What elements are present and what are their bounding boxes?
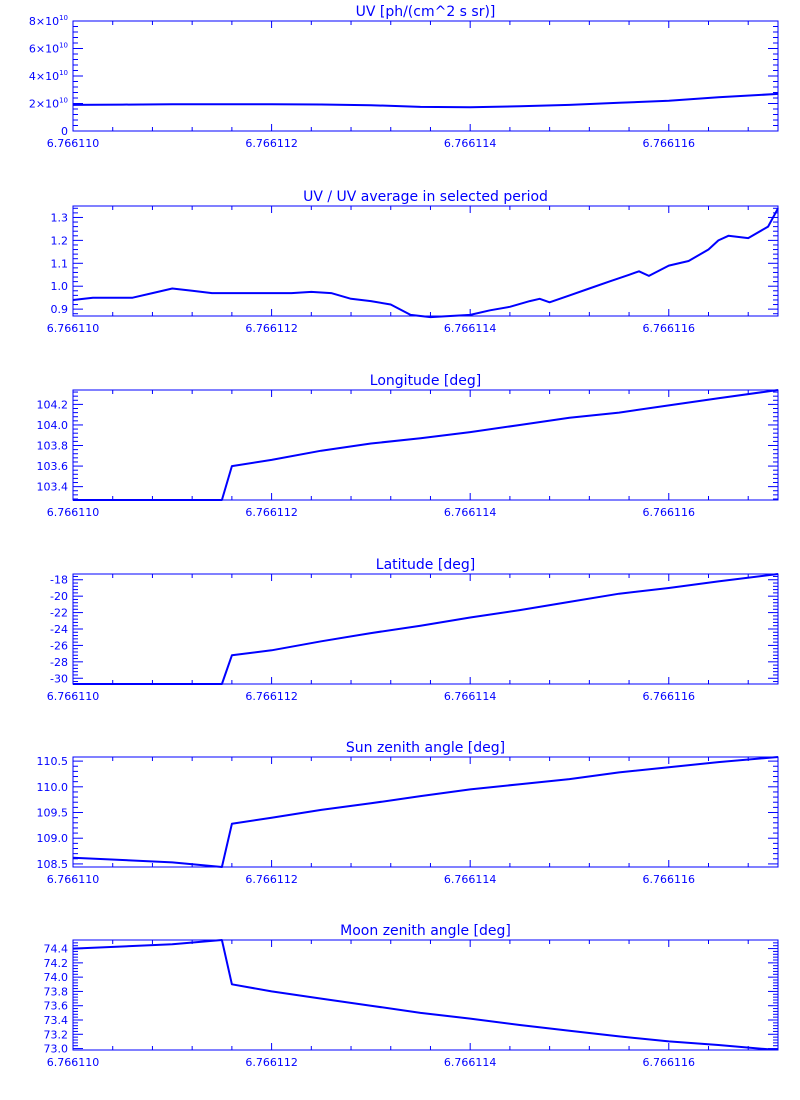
y-tick-label: 104.2 (37, 398, 69, 411)
y-tick-label: 73.8 (44, 985, 69, 998)
chart-panel-6: Moon zenith angle [deg] 6.766110 6.766112 6… (44, 923, 779, 1069)
chart-title: UV / UV average in selected period (303, 189, 548, 205)
y-tick-label: 103.4 (37, 481, 69, 494)
y-tick-label: -22 (50, 607, 68, 620)
y-tick-label: -18 (50, 574, 68, 587)
x-tick-label: 6.766110 (47, 137, 100, 150)
y-tick-exponent: 10 (59, 69, 68, 77)
x-tick-label: 6.766112 (245, 873, 298, 886)
y-tick-label: 110.5 (37, 755, 69, 768)
y-tick-label: 1.0 (51, 280, 69, 293)
y-tick-label: -28 (50, 656, 68, 669)
x-tick-label: 6.766112 (245, 137, 298, 150)
y-tick-label: 0 (61, 125, 68, 138)
y-tick-label: 109.0 (37, 832, 69, 845)
y-tick-label: 108.5 (37, 858, 69, 871)
plot-frame (72, 756, 779, 868)
plot-frame (72, 20, 779, 132)
y-tick-label: 74.2 (44, 957, 69, 970)
chart-panel-3: Longitude [deg] 6.766110 6.766112 6.766114 6… (37, 373, 779, 519)
series-line (72, 207, 779, 319)
chart-title: Moon zenith angle [deg] (340, 923, 511, 939)
series-line (72, 92, 779, 109)
series-line (72, 756, 779, 868)
x-tick-label: 6.766114 (444, 690, 497, 703)
x-tick-label: 6.766116 (643, 506, 696, 519)
y-tick-label: 103.8 (37, 440, 69, 453)
x-tick-label: 6.766110 (47, 506, 100, 519)
y-tick-label: 73.2 (44, 1028, 69, 1041)
chart-panel-2: UV / UV average in selected period 6.7661… (47, 189, 779, 335)
x-tick-label: 6.766114 (444, 137, 497, 150)
y-tick-label: 103.6 (37, 460, 69, 473)
x-tick-label: 6.766110 (47, 322, 100, 335)
y-tick-label: 73.4 (44, 1014, 69, 1027)
chart-title: Sun zenith angle [deg] (346, 740, 505, 756)
y-tick-label: 8×1010 (29, 14, 68, 28)
y-tick-label: 1.3 (51, 211, 69, 224)
plot-frame (72, 205, 779, 317)
x-tick-label: 6.766116 (643, 690, 696, 703)
x-tick-label: 6.766112 (245, 1056, 298, 1069)
y-tick-label: 109.5 (37, 807, 69, 820)
y-tick-exponent: 10 (59, 97, 68, 105)
y-tick-label: 6×1010 (29, 42, 68, 56)
y-tick-label: -30 (50, 672, 68, 685)
series-line (72, 939, 778, 1051)
y-tick-label: 4×1010 (29, 69, 68, 83)
x-tick-label: 6.766114 (444, 506, 497, 519)
y-tick-exponent: 10 (59, 14, 68, 22)
chart-panel-5: Sun zenith angle [deg] 6.766110 6.766112 6.… (37, 740, 779, 886)
x-tick-label: 6.766116 (643, 1056, 696, 1069)
chart-title: Longitude [deg] (370, 373, 481, 389)
y-tick-label: 74.4 (44, 943, 69, 956)
plot-frame (72, 939, 779, 1051)
y-tick-label: -26 (50, 639, 68, 652)
plot-frame (72, 573, 779, 685)
x-tick-label: 6.766112 (245, 322, 298, 335)
series-line (73, 389, 779, 501)
y-tick-label: 73.6 (44, 1000, 69, 1013)
y-tick-label: 73.0 (44, 1043, 69, 1056)
y-tick-exponent: 10 (59, 42, 68, 50)
x-tick-label: 6.766110 (47, 873, 100, 886)
y-tick-label: 2×1010 (29, 97, 68, 111)
x-tick-label: 6.766112 (245, 690, 298, 703)
x-tick-label: 6.766114 (444, 873, 497, 886)
x-tick-label: 6.766114 (444, 322, 497, 335)
y-tick-label: 104.0 (37, 419, 69, 432)
x-tick-label: 6.766116 (643, 873, 696, 886)
x-tick-label: 6.766116 (643, 137, 696, 150)
chart-panel-1: UV [ph/(cm^2 s sr)] 6.766110 6.766112 6.766… (29, 4, 779, 150)
y-tick-label: 74.0 (44, 971, 69, 984)
chart-title: UV [ph/(cm^2 s sr)] (356, 4, 496, 20)
chart-panel-4: Latitude [deg] 6.766110 6.766112 6.766114 6.… (47, 557, 779, 703)
y-tick-label: -24 (50, 623, 68, 636)
y-tick-label: 0.9 (51, 303, 69, 316)
chart-title: Latitude [deg] (376, 557, 475, 573)
plot-frame (72, 389, 779, 501)
x-tick-label: 6.766110 (47, 1056, 100, 1069)
x-tick-label: 6.766116 (643, 322, 696, 335)
x-tick-label: 6.766112 (245, 506, 298, 519)
y-tick-label: 1.2 (51, 234, 69, 247)
y-tick-label: 110.0 (37, 781, 69, 794)
x-tick-label: 6.766110 (47, 690, 100, 703)
y-tick-label: 1.1 (51, 257, 69, 270)
series-line (73, 573, 779, 685)
y-tick-label: -20 (50, 590, 68, 603)
x-tick-label: 6.766114 (444, 1056, 497, 1069)
